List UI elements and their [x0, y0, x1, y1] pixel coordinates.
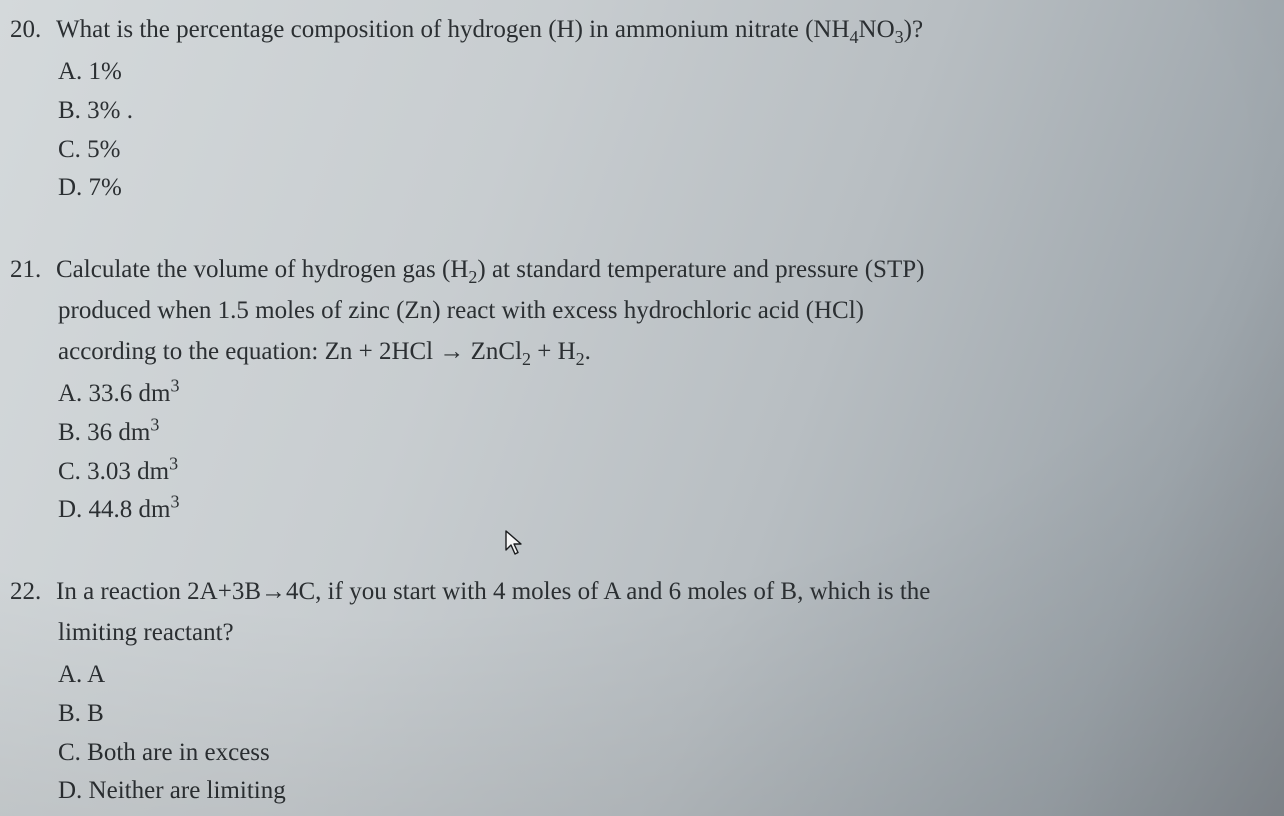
question-20-text: What is the percentage composition of hy…	[56, 12, 923, 47]
document-page: 20. What is the percentage composition o…	[0, 0, 1284, 816]
q22-option-C: C. Both are in excess	[58, 734, 1274, 773]
question-21-line2: produced when 1.5 moles of zinc (Zn) rea…	[58, 293, 1274, 328]
q20-option-C: C. 5%	[58, 131, 1274, 170]
question-22-header: 22. In a reaction 2A+3B→4C, if you start…	[10, 574, 1274, 609]
q21-option-D: D. 44.8 dm3	[58, 491, 1274, 530]
question-22-line1: In a reaction 2A+3B→4C, if you start wit…	[56, 574, 930, 609]
question-20: 20. What is the percentage composition o…	[10, 12, 1274, 208]
question-22-options: A. A B. B C. Both are in excess D. Neith…	[58, 656, 1274, 811]
q20-option-D: D. 7%	[58, 169, 1274, 208]
question-21-line3: according to the equation: Zn + 2HCl → Z…	[58, 334, 1274, 369]
question-21-number: 21.	[10, 256, 56, 284]
question-22-number: 22.	[10, 578, 56, 606]
q22-option-B: B. B	[58, 695, 1274, 734]
q22-option-D: D. Neither are limiting	[58, 772, 1274, 811]
q21-option-B: B. 36 dm3	[58, 414, 1274, 453]
question-21: 21. Calculate the volume of hydrogen gas…	[10, 252, 1274, 530]
q21-option-C: C. 3.03 dm3	[58, 453, 1274, 492]
q20-option-A: A. 1%	[58, 53, 1274, 92]
q20-option-B: B. 3% .	[58, 92, 1274, 131]
question-20-options: A. 1% B. 3% . C. 5% D. 7%	[58, 53, 1274, 208]
question-22-line2: limiting reactant?	[58, 615, 1274, 650]
question-21-options: A. 33.6 dm3 B. 36 dm3 C. 3.03 dm3 D. 44.…	[58, 375, 1274, 530]
question-22: 22. In a reaction 2A+3B→4C, if you start…	[10, 574, 1274, 811]
question-20-header: 20. What is the percentage composition o…	[10, 12, 1274, 47]
question-21-line1: Calculate the volume of hydrogen gas (H2…	[56, 252, 924, 287]
q21-option-A: A. 33.6 dm3	[58, 375, 1274, 414]
question-20-number: 20.	[10, 16, 56, 44]
question-21-header: 21. Calculate the volume of hydrogen gas…	[10, 252, 1274, 287]
q22-option-A: A. A	[58, 656, 1274, 695]
